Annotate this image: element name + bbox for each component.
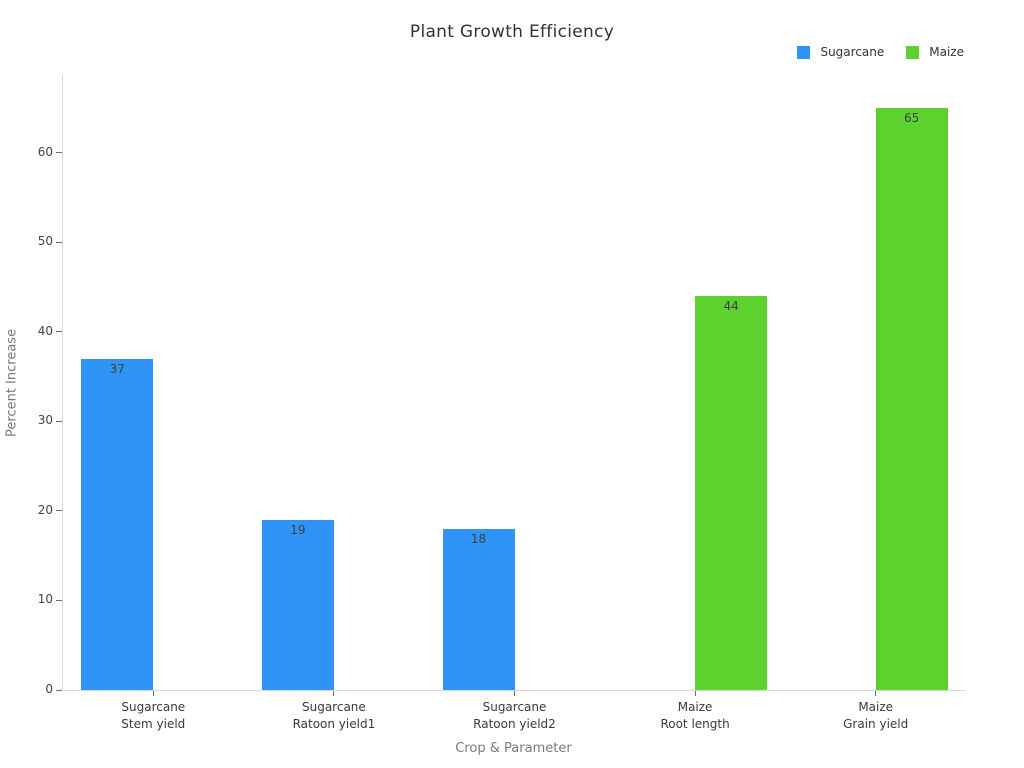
bar-maize-root-length: 44 [695,296,768,690]
chart-title: Plant Growth Efficiency [409,22,615,42]
y-tick-label: 40 [37,323,53,338]
bar-value-label: 19 [290,522,306,537]
legend-swatch-sugarcane [797,45,811,59]
x-tick-mark [514,691,515,696]
y-tick-label: 0 [45,682,53,696]
y-axis-title: Percent Increase [4,328,20,437]
y-tick-mark [56,331,62,333]
x-tick-label: Sugarcane Ratoon yield1 [244,699,424,733]
legend-label-sugarcane: Sugarcane [820,45,885,59]
y-tick-mark [56,420,62,422]
y-tick-mark [56,241,62,243]
plot-area: 0 10 20 30 40 50 60 Sugarcane Stem yield 37 Sugarc… [38,75,966,731]
x-axis-title: Crop & Parameter [455,741,572,756]
x-tick-mark [333,691,335,696]
x-tick-label: Sugarcane Ratoon yield2 [425,699,605,733]
x-tick-label-crop: Maize [677,700,713,714]
legend-label-maize: Maize [929,45,964,59]
bar-sugarcane-ratoon-yield2: 18 [442,528,515,690]
x-tick-mark [694,691,696,696]
bar-sugarcane-ratoon-yield1: 19 [261,519,334,690]
bar-value-label: 18 [470,531,487,546]
x-tick-label-crop: Sugarcane [301,700,366,714]
bar-value-label: 44 [723,299,739,314]
x-tick-label: Sugarcane Stem yield [63,699,243,733]
x-tick-label-parameter: Stem yield [121,717,186,731]
y-tick-label: 50 [37,234,53,249]
y-tick-label: 60 [37,144,53,159]
x-tick-mark [875,691,877,696]
x-tick-label-crop: Sugarcane [482,700,547,714]
x-tick-label-parameter: Ratoon yield2 [473,717,556,731]
bar-value-label: 65 [904,111,920,126]
x-tick-label: Maize Root length [605,699,785,733]
x-tick-label: Maize Grain yield [786,699,966,733]
legend-swatch-maize [906,45,920,59]
legend-item-maize: Maize [906,45,964,59]
y-tick-label: 30 [37,413,53,428]
x-tick-label-parameter: Grain yield [843,717,909,731]
y-tick-label: 20 [37,502,53,517]
bar-maize-grain-yield: 65 [875,108,948,690]
x-tick-label-parameter: Ratoon yield1 [292,717,376,731]
x-tick-label-parameter: Root length [660,717,730,731]
y-tick-mark [56,510,62,512]
y-tick-label: 10 [37,592,53,607]
x-tick-label-crop: Maize [858,700,894,714]
bar-value-label: 37 [109,361,125,376]
y-tick-mark [56,689,62,691]
bar-sugarcane-stem-yield: 37 [81,358,154,690]
y-tick-mark [56,152,62,154]
legend-item-sugarcane: Sugarcane [797,45,884,59]
legend: Sugarcane Maize [797,45,964,59]
y-tick-mark [56,599,62,601]
x-tick-label-crop: Sugarcane [121,700,186,714]
x-tick-mark [152,691,154,696]
